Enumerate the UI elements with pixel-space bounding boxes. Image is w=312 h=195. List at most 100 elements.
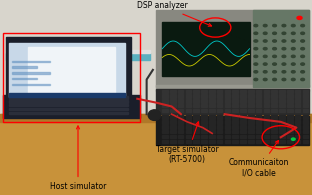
Bar [256,90,261,93]
Bar [264,130,269,133]
Bar [178,135,183,138]
Bar [240,104,246,107]
Bar [217,109,222,112]
Bar [170,140,176,143]
Bar [178,125,183,129]
Circle shape [282,48,286,50]
Circle shape [291,32,295,35]
Circle shape [297,16,302,20]
Bar [248,125,254,129]
Bar [295,135,300,138]
Circle shape [282,24,286,27]
Bar [295,109,300,112]
Bar [9,93,125,97]
Circle shape [263,55,267,58]
Circle shape [301,71,305,73]
Bar [232,140,238,143]
Bar [295,115,300,119]
Bar [256,99,261,103]
Bar [295,120,300,124]
Bar [186,104,191,107]
Circle shape [263,48,267,50]
Bar [209,135,215,138]
Circle shape [291,63,295,65]
Bar [279,120,285,124]
Bar [193,109,199,112]
Bar [209,90,215,93]
Bar [232,115,238,119]
Bar [217,135,222,138]
Bar [6,50,150,52]
Circle shape [282,63,286,65]
Bar [264,120,269,124]
Bar [201,109,207,112]
Bar [264,94,269,98]
Bar [178,140,183,143]
Bar [178,130,183,133]
Bar [3,33,140,122]
Circle shape [291,55,295,58]
Bar [240,115,246,119]
Bar [193,125,199,129]
Bar [225,140,230,143]
Circle shape [273,40,276,42]
Text: Host simulator: Host simulator [50,126,106,191]
Circle shape [263,78,267,81]
Bar [225,94,230,98]
Bar [264,99,269,103]
Bar [271,104,277,107]
Bar [303,125,308,129]
Bar [3,95,140,118]
Bar [178,109,183,112]
Bar [162,130,168,133]
Bar [217,94,222,98]
Bar [232,120,238,124]
Bar [287,135,293,138]
Bar [209,130,215,133]
Circle shape [282,40,286,42]
Bar [303,140,308,143]
Bar [9,43,125,97]
Bar [186,135,191,138]
Bar [6,52,150,60]
Bar [271,120,277,124]
Bar [201,135,207,138]
Bar [178,104,183,107]
Bar [279,104,285,107]
Circle shape [291,71,295,73]
Bar [156,85,309,91]
Bar [12,84,50,85]
Bar [295,125,300,129]
Bar [170,125,176,129]
Circle shape [291,40,295,42]
Circle shape [282,55,286,58]
Bar [209,94,215,98]
Bar [209,140,215,143]
Bar [201,120,207,124]
Circle shape [282,32,286,35]
Bar [225,130,230,133]
Bar [271,140,277,143]
Bar [287,120,293,124]
Bar [217,99,222,103]
Bar [232,90,238,93]
Bar [279,135,285,138]
Bar [209,125,215,129]
Bar [287,130,293,133]
Bar [186,115,191,119]
Bar [287,115,293,119]
Bar [303,130,308,133]
Bar [217,125,222,129]
Bar [9,100,128,103]
Bar [256,120,261,124]
Bar [303,120,308,124]
Circle shape [254,78,258,81]
Bar [256,109,261,112]
Bar [170,115,176,119]
Circle shape [273,63,276,65]
Bar [9,97,128,99]
Circle shape [254,63,258,65]
Bar [193,94,199,98]
Bar [279,90,285,93]
Bar [186,94,191,98]
